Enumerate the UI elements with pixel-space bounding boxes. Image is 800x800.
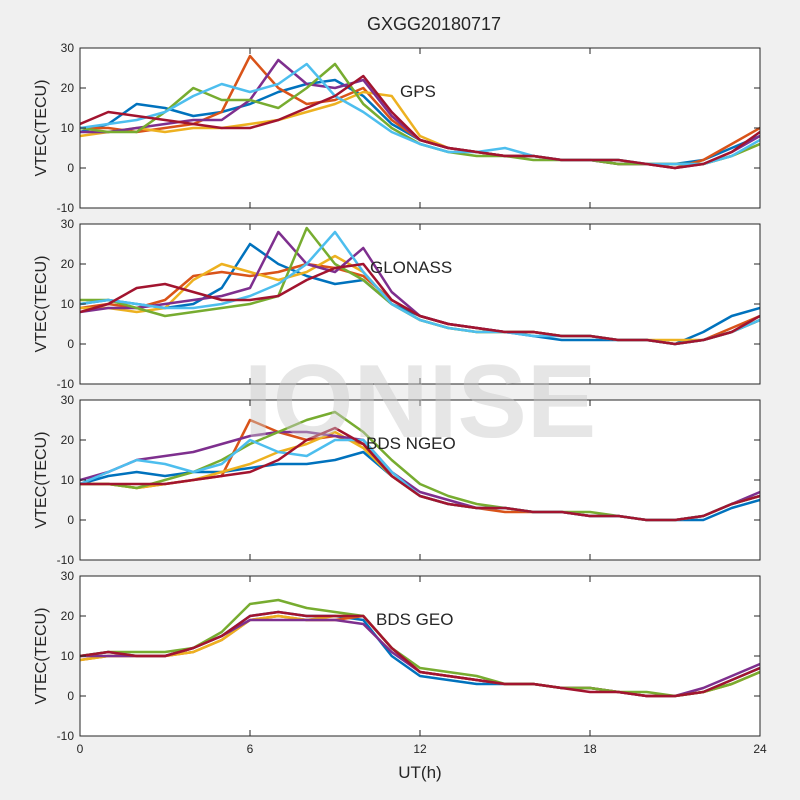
- x-tick-label: 6: [247, 742, 254, 756]
- y-tick-label: 0: [67, 689, 74, 703]
- y-tick-label: 10: [61, 121, 75, 135]
- y-tick-label: 30: [61, 569, 75, 583]
- y-tick-label: 10: [61, 649, 75, 663]
- x-tick-label: 12: [413, 742, 427, 756]
- panel-1: -10 0 10 20 30 VTEC(TECU) GPS: [33, 41, 761, 215]
- x-tick-label: 18: [583, 742, 597, 756]
- series-group: [80, 410, 760, 522]
- y-tick-label: 20: [61, 433, 75, 447]
- panel-label: GLONASS: [370, 258, 452, 277]
- y-tick-label: 0: [67, 161, 74, 175]
- panel-label: GPS: [400, 82, 436, 101]
- series-group: [80, 226, 760, 346]
- figure-title: GXGG20180717: [367, 14, 501, 34]
- x-tick-label: 24: [753, 742, 767, 756]
- y-tick-label: -10: [57, 377, 75, 391]
- series-line-6: [80, 610, 760, 698]
- y-tick-label: 30: [61, 217, 75, 231]
- y-tick-label: 0: [67, 337, 74, 351]
- y-axis-label: VTEC(TECU): [33, 432, 50, 529]
- y-tick-label: 20: [61, 609, 75, 623]
- series-group: [80, 598, 760, 698]
- panel-2: -10 0 10 20 30 VTEC(TECU) GLONASS: [33, 217, 761, 391]
- y-tick-label: 10: [61, 473, 75, 487]
- y-tick-label: 0: [67, 513, 74, 527]
- series-line-7: [80, 426, 760, 522]
- y-tick-label: 20: [61, 257, 75, 271]
- y-tick-label: 30: [61, 41, 75, 55]
- y-axis-label: VTEC(TECU): [33, 256, 50, 353]
- y-axis-label: VTEC(TECU): [33, 608, 50, 705]
- series-group: [80, 54, 760, 170]
- panel-label: BDS NGEO: [366, 434, 456, 453]
- y-tick-label: 10: [61, 297, 75, 311]
- y-tick-label: -10: [57, 729, 75, 743]
- series-line-7: [80, 262, 760, 346]
- y-tick-label: -10: [57, 201, 75, 215]
- x-tick-label: 0: [77, 742, 84, 756]
- plot-area: [80, 576, 760, 736]
- y-tick-label: 20: [61, 81, 75, 95]
- series-line-7: [80, 74, 760, 170]
- plot-area: [80, 48, 760, 208]
- panel-3: -10 0 10 20 30 VTEC(TECU) BDS NGEO: [33, 393, 761, 567]
- y-axis-label: VTEC(TECU): [33, 80, 50, 177]
- watermark-text: IONISE: [244, 344, 597, 460]
- y-tick-label: 30: [61, 393, 75, 407]
- x-axis-label: UT(h): [398, 763, 441, 782]
- panel-label: BDS GEO: [376, 610, 453, 629]
- y-tick-label: -10: [57, 553, 75, 567]
